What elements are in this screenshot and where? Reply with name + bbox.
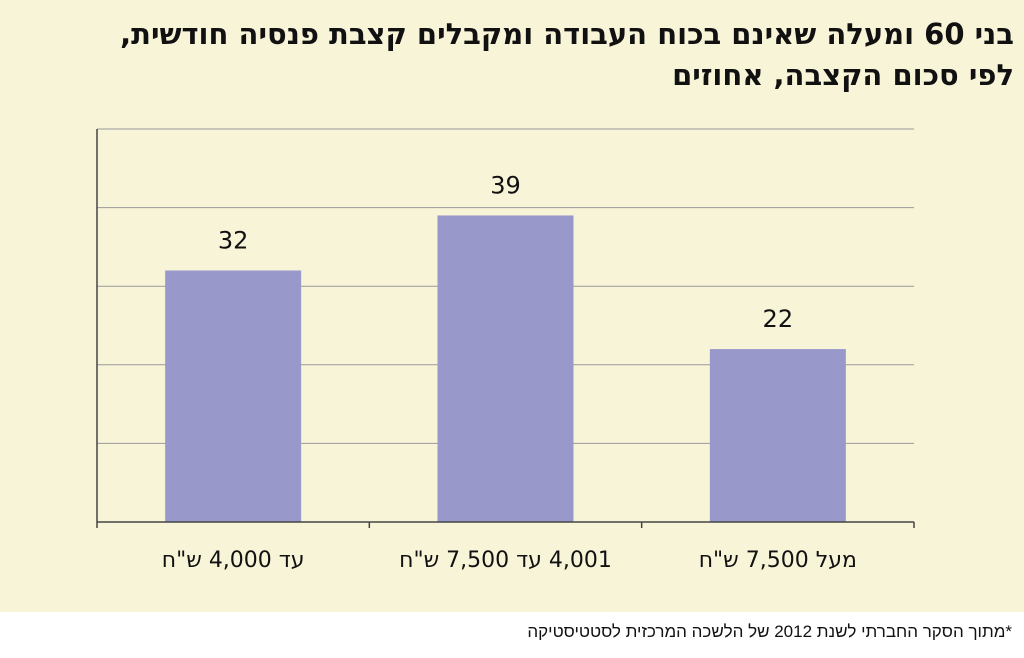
chart-title: בני 60 ומעלה שאינם בכוח העבודה ומקבלים ק… (14, 14, 1014, 96)
data-label: 39 (490, 171, 521, 199)
bar-chart: 32 עד 4,000 ש"ח 39 4,001 עד 7,500 ש"ח 22 מעל … (96, 128, 915, 573)
source-footnote: *מתוך הסקר החברתי לשנת 2012 של הלשכה המר… (527, 622, 1012, 641)
category-label: מעל 7,500 ש"ח (699, 548, 857, 573)
chart-subtitle: לפי סכום הקצבה, אחוזים (672, 58, 1014, 92)
category-label: עד 4,000 ש"ח (162, 548, 305, 573)
bar (437, 215, 574, 522)
bar (165, 270, 302, 522)
data-label: 22 (763, 305, 794, 333)
bar (709, 349, 846, 522)
data-label: 32 (218, 226, 249, 254)
chart-title-line1: בני 60 ומעלה שאינם בכוח העבודה ומקבלים ק… (120, 17, 1014, 51)
category-label: 4,001 עד 7,500 ש"ח (399, 548, 612, 573)
